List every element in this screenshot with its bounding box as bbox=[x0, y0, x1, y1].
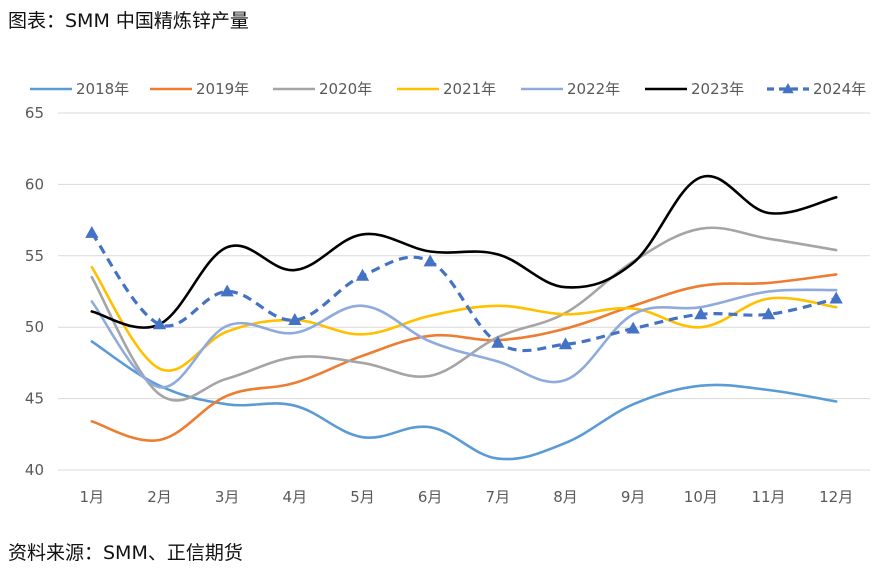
x-tick-label: 10月 bbox=[684, 488, 718, 506]
legend-item: 2022年 bbox=[521, 80, 620, 98]
series-line bbox=[90, 174, 838, 329]
y-tick-label: 55 bbox=[25, 247, 44, 265]
legend-item: 2024年 bbox=[767, 80, 866, 98]
legend-label: 2021年 bbox=[443, 80, 496, 98]
data-point-marker bbox=[355, 268, 370, 281]
data-point-marker bbox=[761, 307, 776, 320]
data-point-marker bbox=[423, 254, 437, 267]
data-point-marker bbox=[152, 317, 167, 330]
data-point-marker bbox=[491, 335, 505, 348]
legend-item: 2019年 bbox=[150, 80, 249, 98]
y-axis-tick-labels: 40 45 50 55 60 65 bbox=[25, 104, 44, 479]
gridlines bbox=[58, 112, 870, 471]
x-tick-label: 8月 bbox=[553, 488, 578, 506]
legend-label: 2024年 bbox=[813, 80, 866, 98]
x-tick-label: 3月 bbox=[215, 488, 240, 506]
x-tick-label: 7月 bbox=[486, 488, 511, 506]
series-line bbox=[90, 288, 838, 389]
y-tick-label: 50 bbox=[25, 318, 44, 336]
source-note: 资料来源：SMM、正信期货 bbox=[8, 542, 243, 564]
legend-item: 2018年 bbox=[30, 80, 129, 98]
series-7 bbox=[85, 225, 843, 353]
data-point-marker bbox=[220, 284, 234, 297]
x-axis-tick-labels: 1月 2月 3月 4月 5月 6月 7月 8月 9月 10月 11月 12月 bbox=[80, 488, 854, 506]
legend-item: 2023年 bbox=[645, 80, 744, 98]
x-tick-label: 11月 bbox=[751, 488, 785, 506]
x-tick-label: 9月 bbox=[621, 488, 646, 506]
y-tick-label: 40 bbox=[25, 461, 44, 479]
x-tick-label: 5月 bbox=[350, 488, 375, 506]
data-point-marker bbox=[694, 307, 708, 320]
legend-label: 2023年 bbox=[691, 80, 744, 98]
x-tick-label: 4月 bbox=[283, 488, 308, 506]
data-point-marker bbox=[558, 337, 573, 350]
data-point-marker bbox=[626, 321, 640, 334]
legend-label: 2018年 bbox=[76, 80, 129, 98]
x-tick-label: 2月 bbox=[147, 488, 172, 506]
x-tick-label: 12月 bbox=[819, 488, 853, 506]
series-line bbox=[90, 273, 838, 442]
series-5 bbox=[90, 288, 838, 389]
y-tick-label: 65 bbox=[25, 104, 44, 122]
y-tick-label: 60 bbox=[25, 175, 44, 193]
series-lines bbox=[85, 174, 843, 461]
legend-item: 2020年 bbox=[273, 80, 372, 98]
x-tick-label: 6月 bbox=[418, 488, 443, 506]
legend: 2018年 2019年 2020年 2021年 2022年 2023年 2024年 bbox=[30, 80, 866, 98]
series-2 bbox=[90, 273, 838, 442]
data-point-marker bbox=[829, 291, 843, 304]
series-3 bbox=[90, 226, 838, 402]
chart-title: 图表：SMM 中国精炼锌产量 bbox=[8, 10, 249, 32]
legend-marker bbox=[782, 83, 794, 94]
legend-label: 2020年 bbox=[319, 80, 372, 98]
series-6 bbox=[90, 174, 838, 329]
data-point-marker bbox=[288, 313, 302, 325]
y-tick-label: 45 bbox=[25, 390, 44, 408]
x-tick-label: 1月 bbox=[80, 488, 105, 506]
legend-label: 2022年 bbox=[567, 80, 620, 98]
series-line bbox=[90, 226, 838, 402]
legend-label: 2019年 bbox=[196, 80, 249, 98]
legend-item: 2021年 bbox=[397, 80, 496, 98]
data-point-marker bbox=[85, 225, 99, 238]
